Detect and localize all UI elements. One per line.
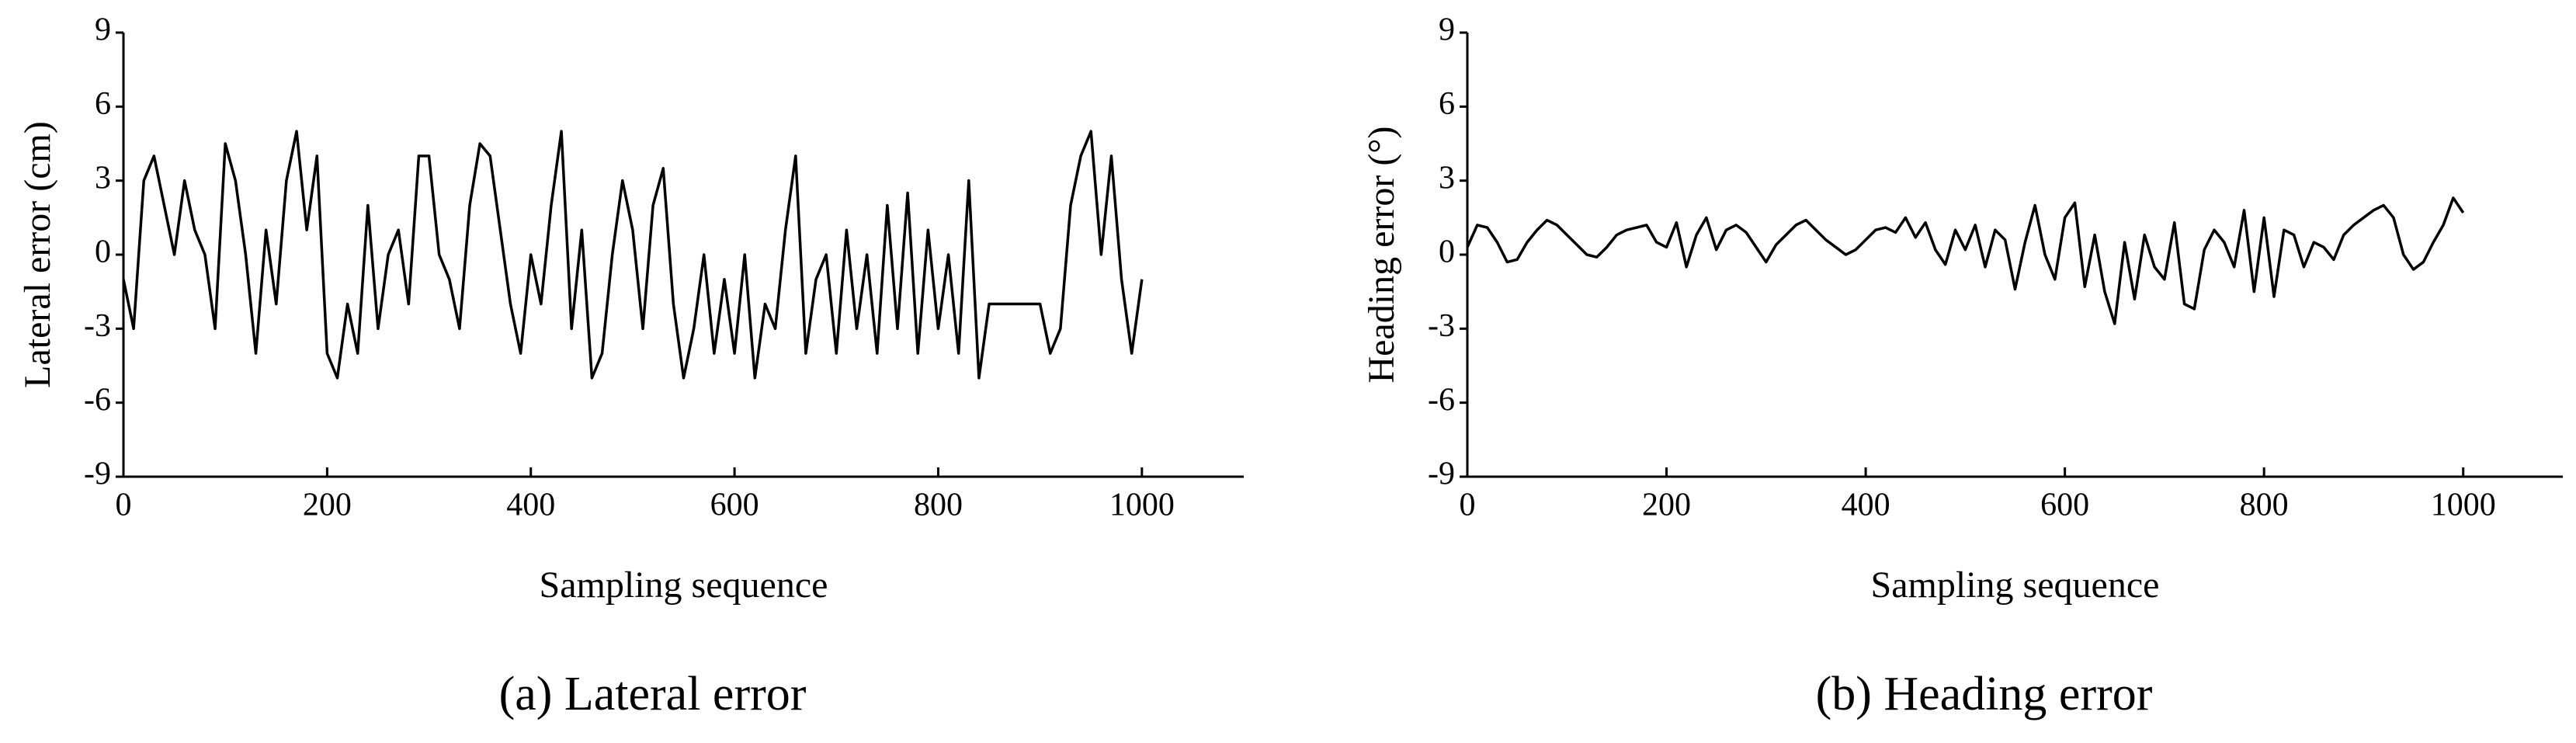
y-tick-label: 3 bbox=[95, 160, 111, 196]
y-tick-label: -6 bbox=[84, 382, 111, 418]
x-tick-label: 600 bbox=[2040, 488, 2089, 523]
x-tick-label: 800 bbox=[914, 488, 963, 523]
caption: (b) Heading error bbox=[1816, 668, 2153, 720]
y-tick-label: -3 bbox=[1428, 308, 1455, 344]
y-tick-label: -3 bbox=[84, 308, 111, 344]
y-tick-label: 9 bbox=[95, 12, 111, 48]
y-tick-label: -9 bbox=[1428, 457, 1455, 492]
caption: (a) Lateral error bbox=[499, 668, 807, 720]
x-tick-label: 1000 bbox=[2431, 488, 2496, 523]
x-tick-label: 800 bbox=[2240, 488, 2289, 523]
y-axis-title: Heading error (°) bbox=[1361, 126, 1402, 383]
y-tick-label: -6 bbox=[1428, 382, 1455, 418]
y-tick-label: 0 bbox=[95, 234, 111, 270]
x-tick-label: 1000 bbox=[1109, 488, 1175, 523]
x-axis-title: Sampling sequence bbox=[540, 564, 828, 606]
y-tick-label: 6 bbox=[95, 86, 111, 122]
y-tick-label: 3 bbox=[1439, 160, 1455, 196]
y-tick-label: 6 bbox=[1439, 86, 1455, 122]
x-tick-label: 200 bbox=[1642, 488, 1691, 523]
y-tick-label: 0 bbox=[1439, 234, 1455, 270]
data-line bbox=[1466, 196, 2465, 325]
y-axis-title: Lateral error (cm) bbox=[17, 121, 58, 388]
x-tick-label: 400 bbox=[1842, 488, 1890, 523]
x-tick-label: 200 bbox=[303, 488, 352, 523]
y-tick-label: 9 bbox=[1439, 12, 1455, 48]
x-tick-label: 0 bbox=[116, 488, 132, 523]
data-line bbox=[122, 130, 1144, 380]
x-axis-title: Sampling sequence bbox=[1871, 564, 2160, 606]
x-tick-label: 600 bbox=[710, 488, 759, 523]
y-tick-label: -9 bbox=[84, 457, 111, 492]
x-tick-label: 0 bbox=[1460, 488, 1476, 523]
x-tick-label: 400 bbox=[506, 488, 555, 523]
